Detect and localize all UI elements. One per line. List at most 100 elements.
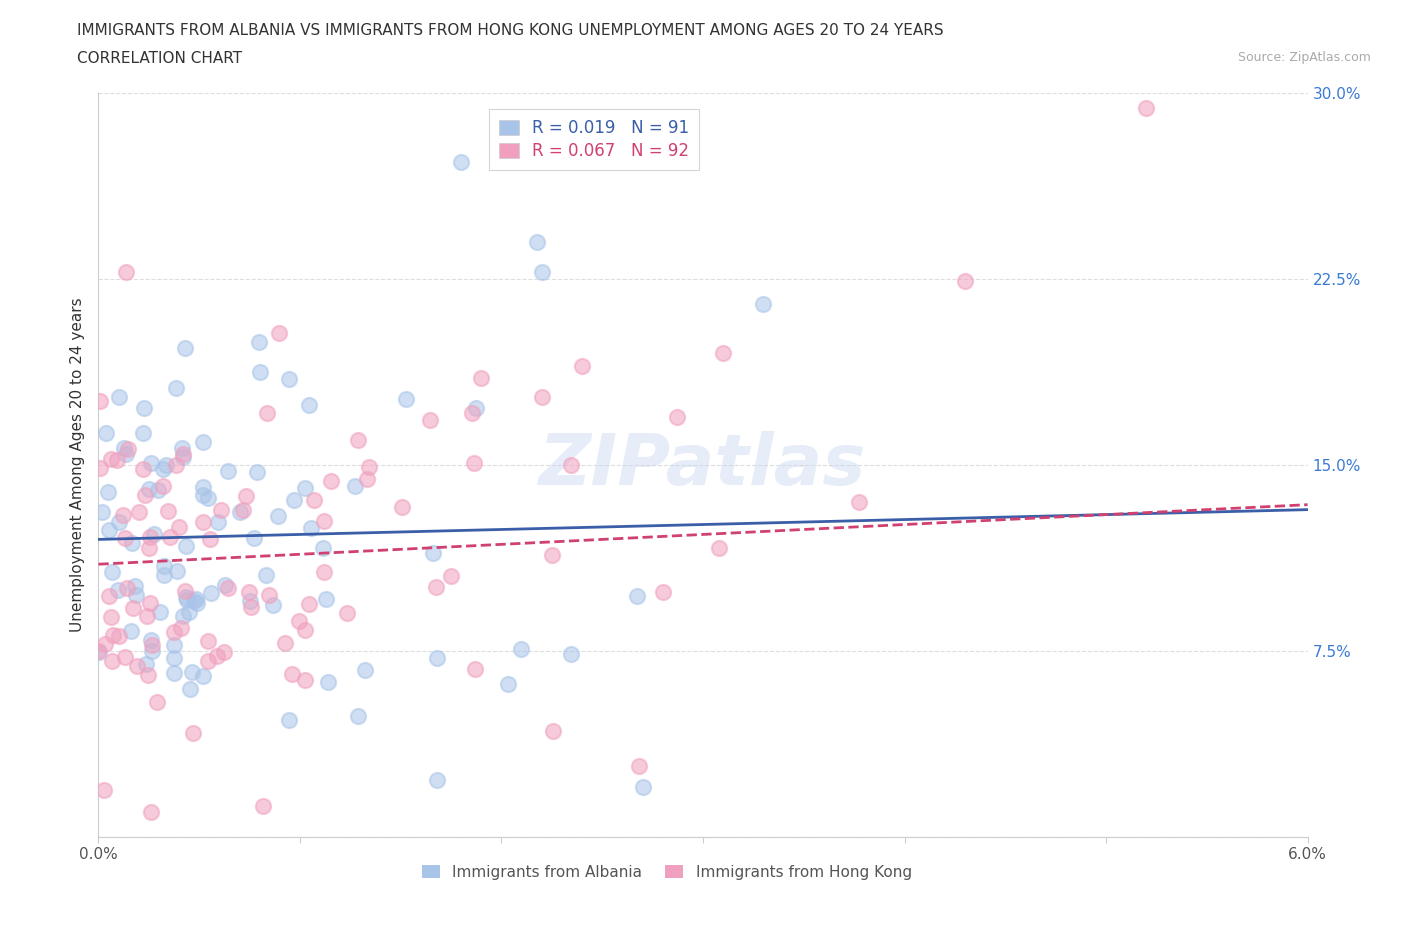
Point	[246, 464, 269, 479]
Point	[530, 390, 553, 405]
Point	[257, 587, 280, 602]
Point	[193, 669, 215, 684]
Point	[114, 531, 136, 546]
Point	[121, 536, 143, 551]
Point	[179, 681, 201, 696]
Point	[101, 565, 124, 579]
Point	[197, 490, 219, 505]
Point	[288, 614, 311, 629]
Point	[281, 666, 304, 681]
Point	[302, 493, 325, 508]
Point	[198, 531, 221, 546]
Point	[142, 527, 165, 542]
Point	[139, 456, 162, 471]
Text: CORRELATION CHART: CORRELATION CHART	[77, 51, 242, 66]
Text: IMMIGRANTS FROM ALBANIA VS IMMIGRANTS FROM HONG KONG UNEMPLOYMENT AMONG AGES 20 : IMMIGRANTS FROM ALBANIA VS IMMIGRANTS FR…	[77, 23, 943, 38]
Point	[200, 586, 222, 601]
Point	[134, 487, 156, 502]
Point	[141, 804, 163, 819]
Point	[191, 514, 214, 529]
Point	[100, 452, 122, 467]
Point	[174, 340, 197, 355]
Point	[183, 593, 205, 608]
Point	[346, 432, 368, 447]
Point	[278, 371, 301, 386]
Point	[752, 297, 775, 312]
Point	[560, 647, 582, 662]
Point	[297, 596, 319, 611]
Point	[267, 326, 290, 340]
Point	[217, 464, 239, 479]
Point	[122, 601, 145, 616]
Point	[108, 629, 131, 644]
Point	[166, 564, 188, 578]
Legend: Immigrants from Albania, Immigrants from Hong Kong: Immigrants from Albania, Immigrants from…	[412, 856, 921, 889]
Point	[465, 401, 488, 416]
Point	[128, 505, 150, 520]
Point	[98, 588, 121, 603]
Point	[294, 481, 316, 496]
Point	[426, 650, 449, 665]
Point	[298, 397, 321, 412]
Point	[89, 393, 111, 408]
Point	[146, 695, 169, 710]
Y-axis label: Unemployment Among Ages 20 to 24 years: Unemployment Among Ages 20 to 24 years	[69, 298, 84, 632]
Point	[314, 565, 336, 579]
Point	[652, 585, 675, 600]
Point	[139, 632, 162, 647]
Point	[283, 493, 305, 508]
Point	[131, 426, 153, 441]
Point	[191, 487, 214, 502]
Point	[107, 514, 129, 529]
Point	[359, 460, 381, 475]
Point	[181, 725, 204, 740]
Point	[278, 712, 301, 727]
Point	[112, 508, 135, 523]
Point	[463, 455, 485, 470]
Point	[316, 675, 339, 690]
Point	[191, 480, 214, 495]
Point	[217, 580, 239, 595]
Point	[232, 503, 254, 518]
Point	[707, 540, 730, 555]
Point	[249, 365, 271, 379]
Point	[1135, 100, 1157, 115]
Point	[526, 234, 548, 249]
Point	[191, 434, 214, 449]
Point	[205, 648, 228, 663]
Point	[141, 644, 163, 658]
Point	[315, 591, 337, 606]
Point	[207, 514, 229, 529]
Point	[149, 604, 172, 619]
Point	[235, 488, 257, 503]
Point	[172, 446, 194, 461]
Point	[347, 709, 370, 724]
Point	[120, 623, 142, 638]
Point	[112, 441, 135, 456]
Point	[138, 540, 160, 555]
Point	[299, 521, 322, 536]
Point	[114, 650, 136, 665]
Point	[115, 580, 138, 595]
Point	[294, 672, 316, 687]
Point	[136, 608, 159, 623]
Point	[124, 578, 146, 593]
Point	[125, 659, 148, 674]
Point	[229, 505, 252, 520]
Point	[197, 654, 219, 669]
Point	[159, 530, 181, 545]
Point	[93, 783, 115, 798]
Point	[571, 358, 593, 373]
Point	[174, 538, 197, 553]
Point	[132, 400, 155, 415]
Point	[197, 633, 219, 648]
Point	[172, 440, 194, 455]
Point	[627, 759, 650, 774]
Point	[97, 485, 120, 499]
Point	[353, 663, 375, 678]
Point	[273, 635, 295, 650]
Point	[152, 479, 174, 494]
Point	[167, 519, 190, 534]
Point	[240, 600, 263, 615]
Point	[162, 650, 184, 665]
